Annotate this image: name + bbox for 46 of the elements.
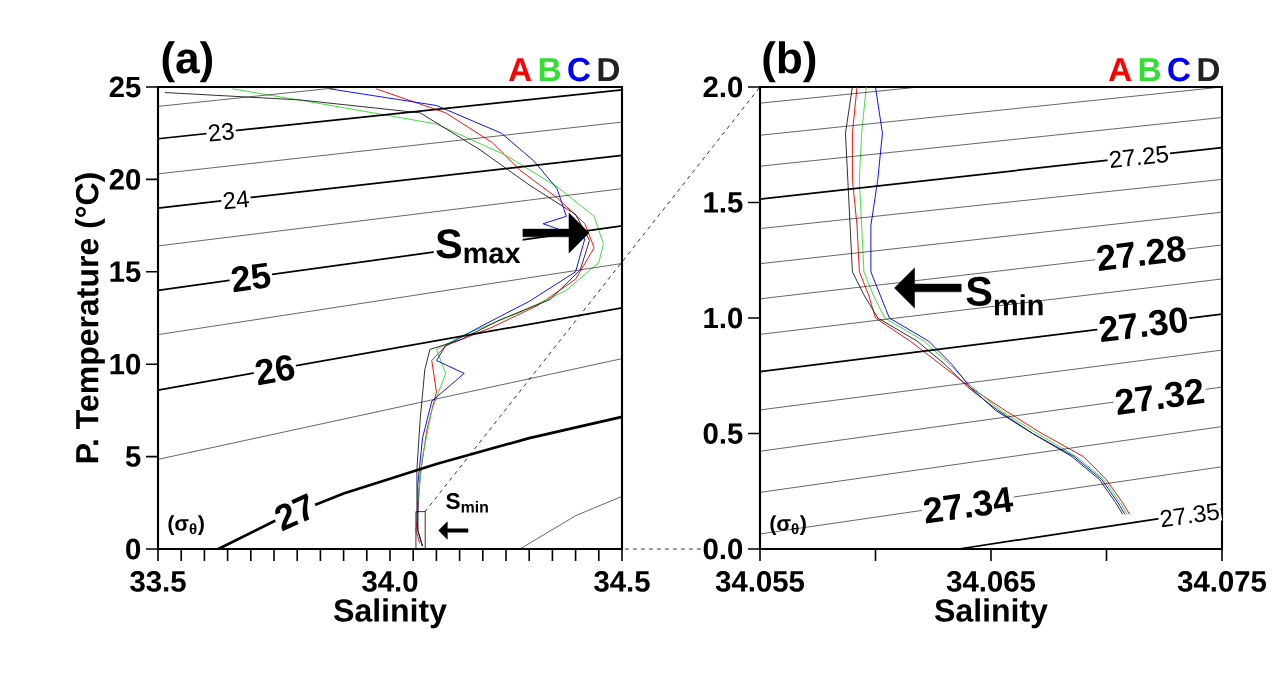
annotation: 27.28 — [1097, 236, 1186, 271]
annotation: S$_{min}$ — [966, 276, 1043, 316]
annotation: S$_{max}$ — [436, 229, 521, 264]
annotation: S$_{min}$ — [446, 493, 488, 513]
x-tick-label: 34.0 — [362, 571, 418, 592]
text: C — [1168, 57, 1191, 82]
x-tick-label: 34.055 — [715, 571, 805, 592]
chart-title: (b) — [763, 41, 816, 83]
x-axis-title: Salinity — [334, 598, 447, 629]
x-axis-title: Salinity — [935, 598, 1048, 629]
y-tick-label: 20 — [109, 169, 141, 190]
x-tick-label: 34.065 — [946, 571, 1036, 592]
annotation: 27.32 — [1115, 378, 1205, 415]
y-axis-title: P. Temperature (°C) — [75, 173, 105, 463]
x-tick-label: 34.075 — [1177, 571, 1267, 592]
annotation: (σ$_{θ}$) — [770, 515, 806, 536]
annotation: 23 — [208, 122, 234, 142]
annotation: 26 — [255, 355, 295, 386]
y-tick-label: 10 — [110, 353, 141, 375]
annotation: (σ$_{θ}$) — [168, 515, 204, 536]
text: B — [539, 58, 561, 82]
y-tick-label: 1.5 — [704, 192, 743, 213]
text: C — [568, 57, 591, 82]
text: D — [598, 58, 619, 82]
y-tick-label: 1.0 — [704, 307, 743, 329]
annotation: 27.25 — [1109, 145, 1169, 168]
annotation: 24 — [223, 190, 250, 210]
annotation: 27.35 — [1160, 502, 1219, 528]
x-tick-label: 33.5 — [130, 571, 186, 592]
y-tick-label: 25 — [109, 76, 141, 98]
y-tick-label: 15 — [110, 261, 141, 283]
y-tick-label: 2.0 — [703, 76, 743, 98]
x-tick-label: 34.5 — [594, 571, 650, 592]
y-tick-label: 5 — [125, 446, 141, 467]
chart-title: (a) — [162, 41, 213, 83]
text: B — [1139, 58, 1161, 82]
text: A — [1108, 58, 1132, 82]
annotation: 27.30 — [1099, 307, 1187, 343]
annotation: 25 — [231, 262, 271, 293]
annotation: 27.34 — [923, 487, 1014, 524]
y-tick-label: 0 — [126, 538, 141, 560]
text: D — [1198, 58, 1219, 82]
annotation: 27 — [275, 493, 310, 532]
y-tick-label: 0.5 — [703, 423, 743, 444]
series-label: A — [508, 58, 532, 82]
y-tick-label: 0.0 — [703, 538, 743, 560]
